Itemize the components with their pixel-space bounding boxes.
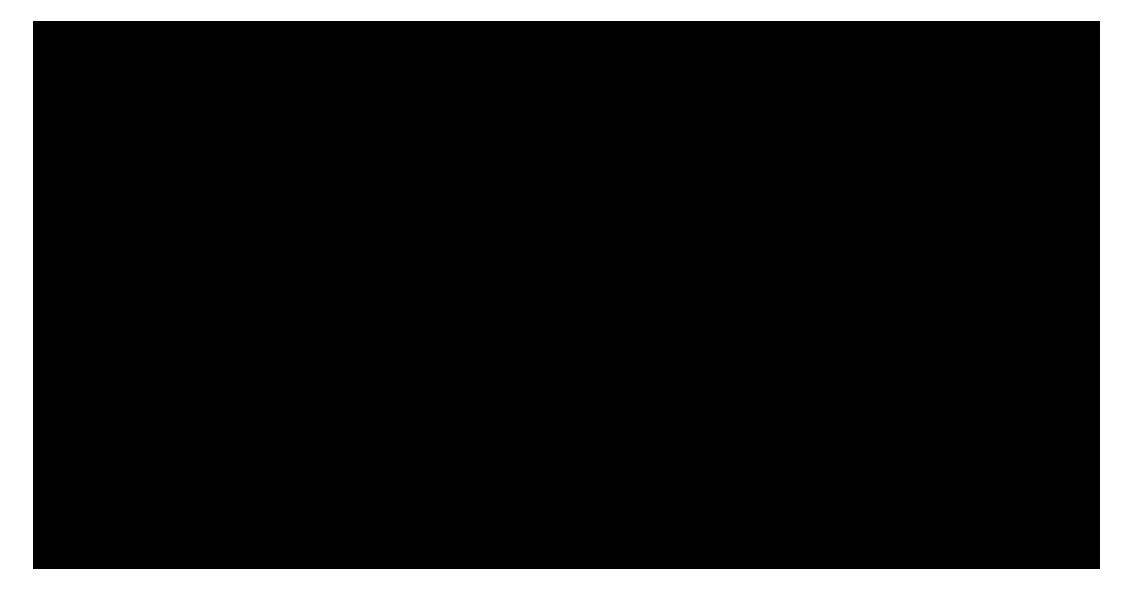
word-cloud (33, 21, 1100, 569)
word-cloud-svg (33, 21, 1100, 569)
